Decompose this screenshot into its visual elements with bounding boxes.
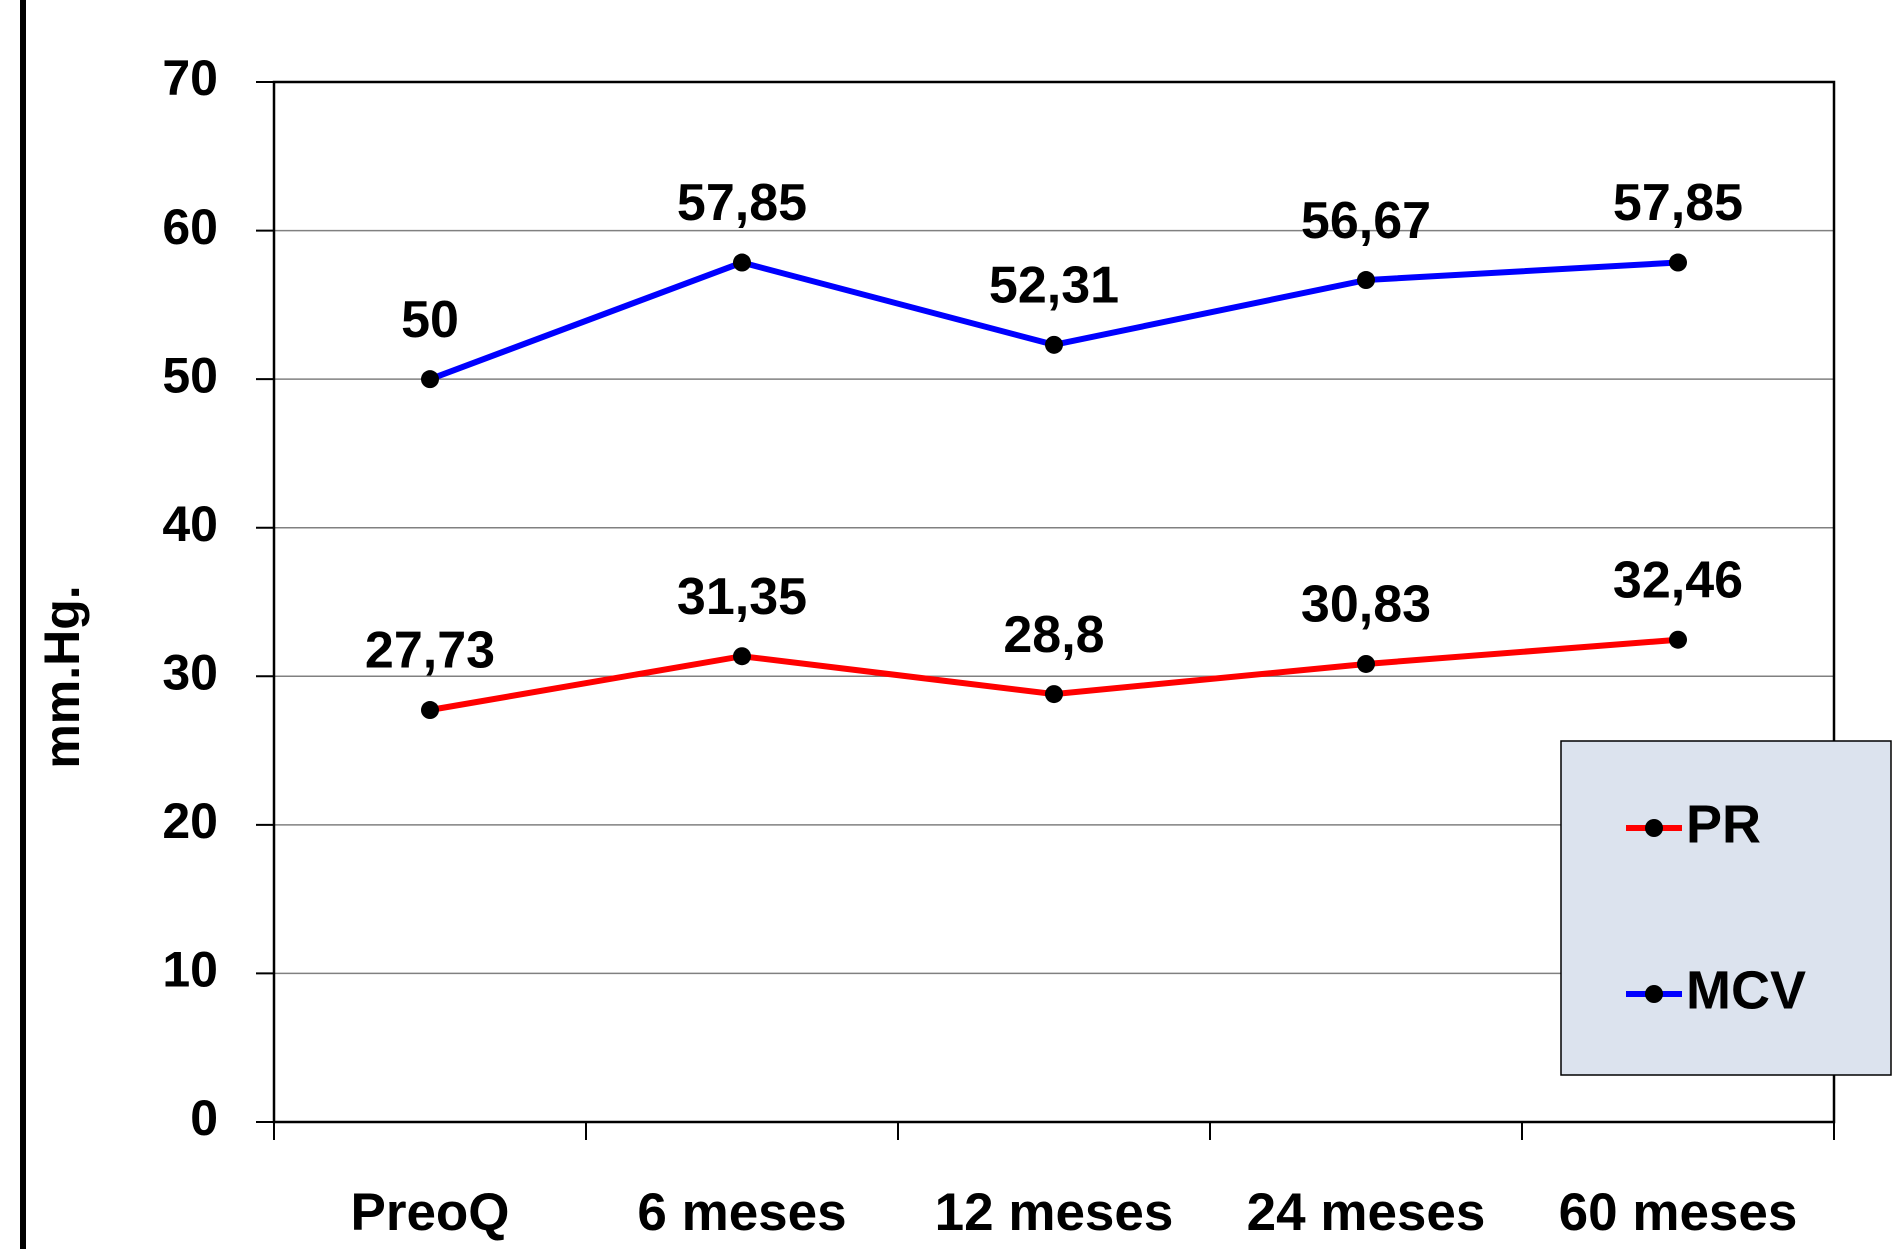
x-tick-label: 12 meses <box>935 1183 1174 1242</box>
y-tick-label: 70 <box>162 50 218 106</box>
data-label: 30,83 <box>1301 576 1431 634</box>
y-tick-label: 60 <box>162 199 218 255</box>
data-point <box>421 701 439 720</box>
y-tick-label: 0 <box>190 1090 218 1146</box>
data-label: 32,46 <box>1613 551 1743 609</box>
legend-marker <box>1645 819 1663 837</box>
x-tick-label: PreoQ <box>350 1183 509 1242</box>
data-point <box>733 647 751 666</box>
data-point <box>733 253 751 272</box>
legend-label: MCV <box>1686 960 1806 1020</box>
data-point <box>1669 253 1687 272</box>
data-point <box>421 370 439 389</box>
plot-border <box>272 80 1836 1124</box>
x-tick-label: 60 meses <box>1559 1183 1798 1242</box>
data-label: 28,8 <box>1003 606 1104 664</box>
left-border <box>20 0 26 1249</box>
y-tick-label: 10 <box>162 942 218 998</box>
data-label: 52,31 <box>989 257 1119 315</box>
y-tick-label: 20 <box>162 793 218 849</box>
data-point <box>1357 271 1375 290</box>
data-point <box>1045 685 1063 704</box>
data-label: 50 <box>401 291 459 349</box>
data-label: 31,35 <box>677 568 807 626</box>
data-label: 27,73 <box>365 622 495 680</box>
y-tick-label: 40 <box>162 496 218 552</box>
legend-marker <box>1645 985 1663 1003</box>
legend-label: PR <box>1686 794 1761 854</box>
y-axis-label: mm.Hg. <box>34 585 90 768</box>
x-tick-label: 24 meses <box>1247 1183 1486 1242</box>
data-label: 57,85 <box>677 174 807 232</box>
y-tick-label: 50 <box>162 347 218 403</box>
data-point <box>1357 654 1375 673</box>
legend-box <box>1560 740 1892 1076</box>
data-point <box>1669 630 1687 649</box>
data-label: 56,67 <box>1301 192 1431 250</box>
x-tick-label: 6 meses <box>637 1183 846 1242</box>
data-point <box>1045 335 1063 354</box>
y-tick-label: 30 <box>162 644 218 700</box>
data-label: 57,85 <box>1613 174 1743 232</box>
